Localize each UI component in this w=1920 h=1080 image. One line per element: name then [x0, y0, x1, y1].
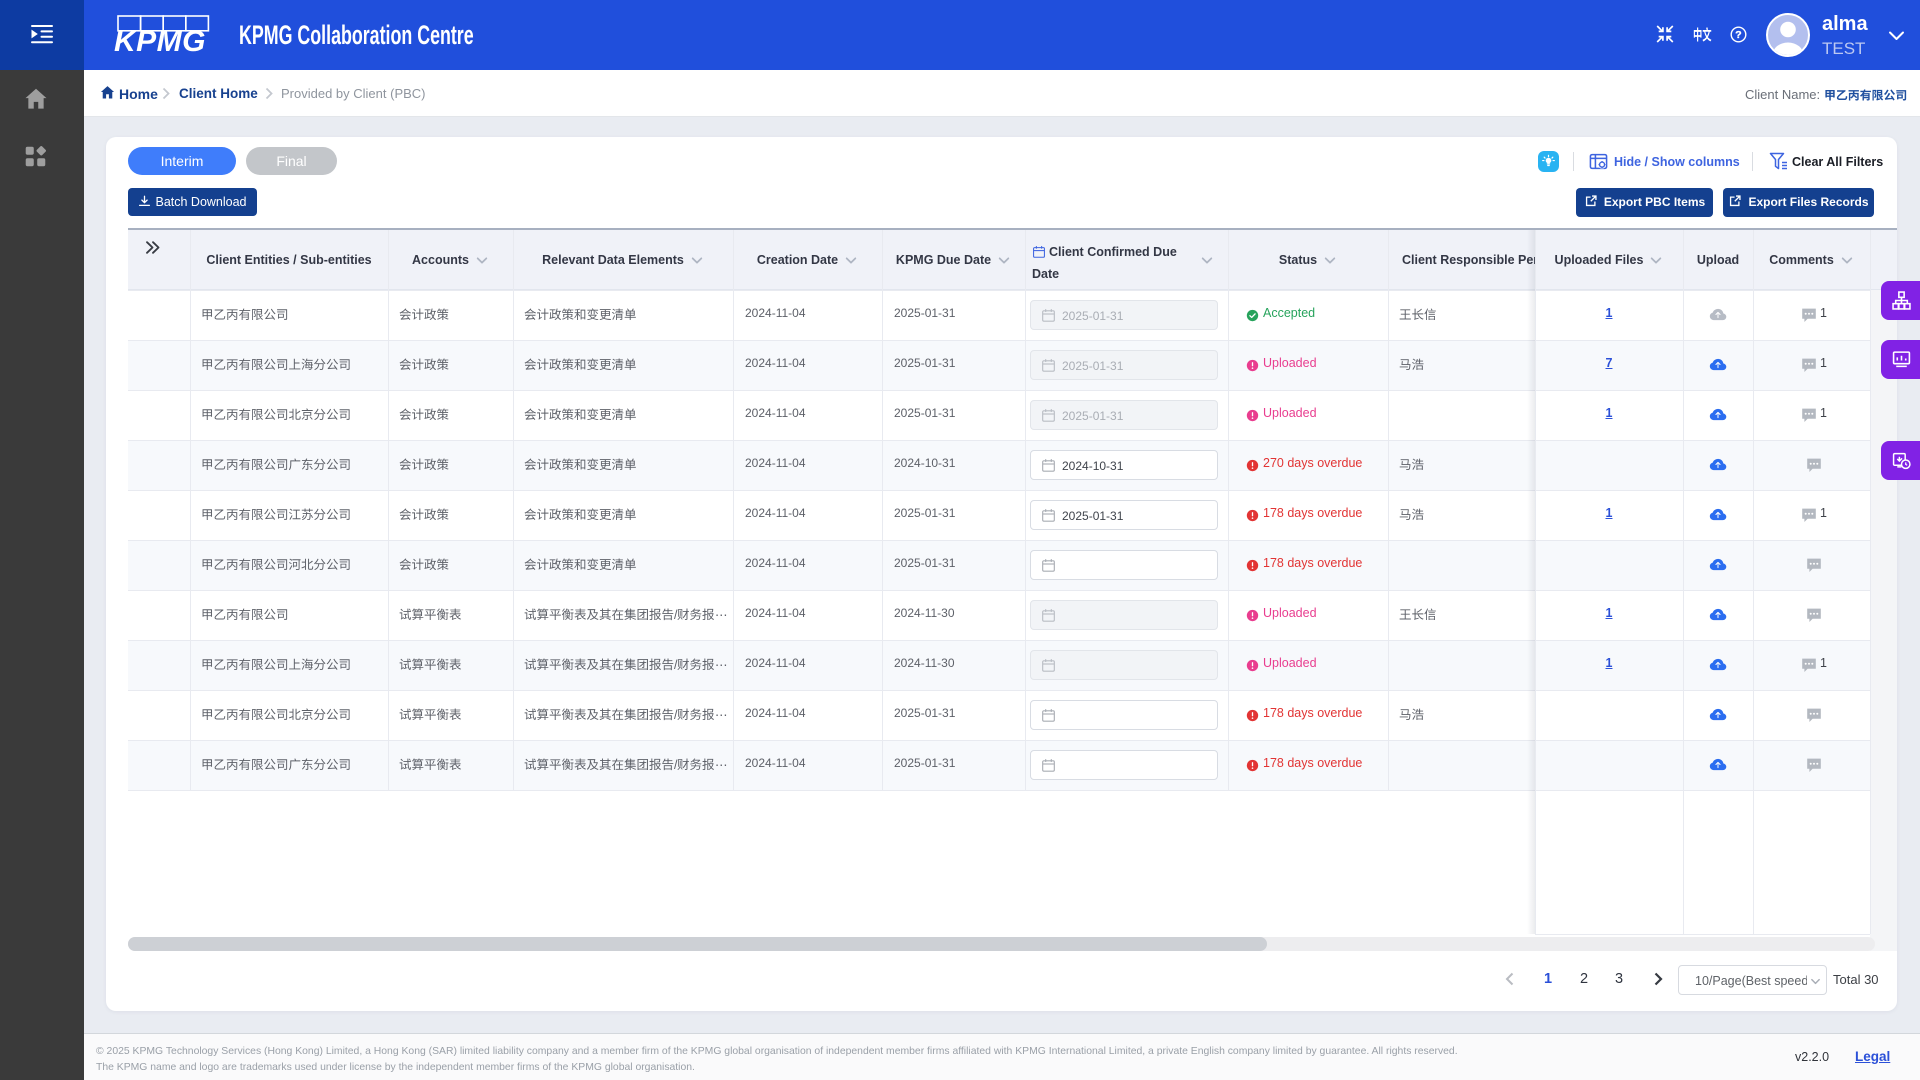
svg-text:?: ?: [1735, 29, 1741, 41]
